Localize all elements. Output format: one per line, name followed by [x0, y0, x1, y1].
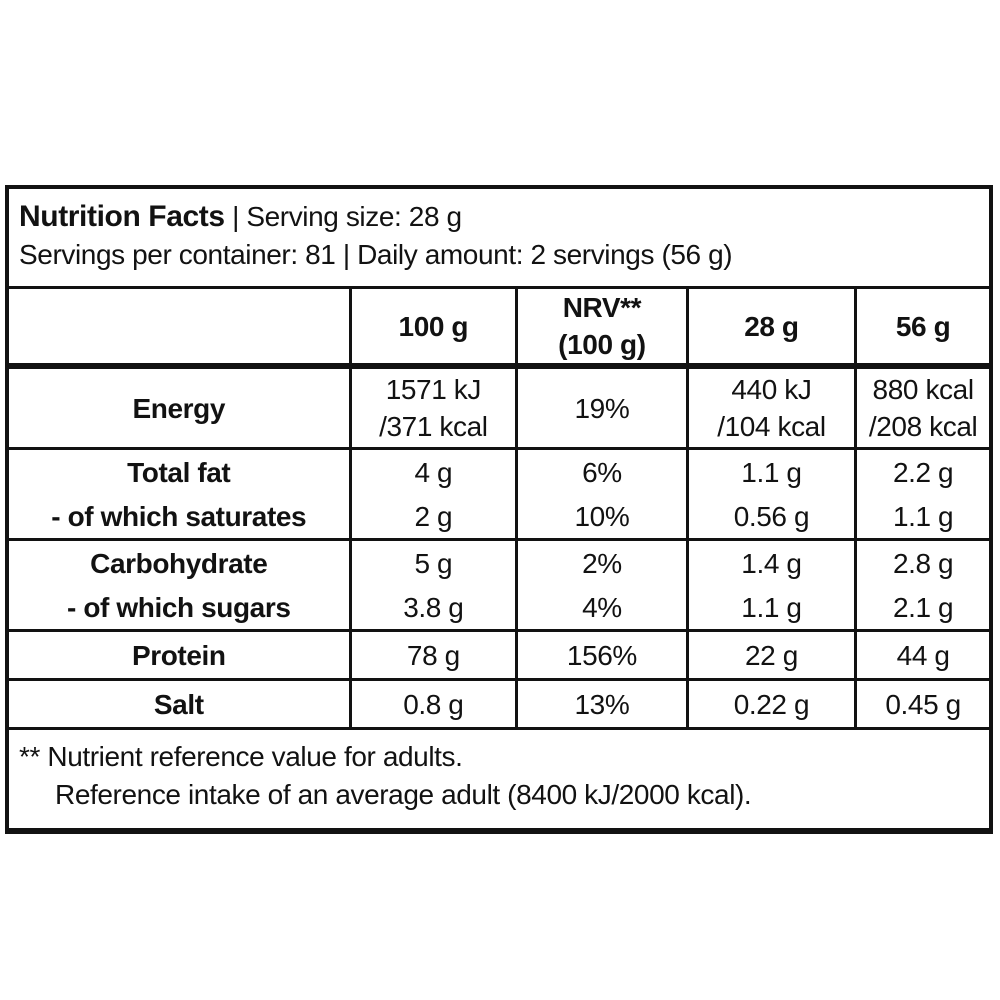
carbohydrate-label: Carbohydrate — [9, 538, 351, 585]
saturates-per-56g: 1.1 g — [854, 494, 989, 540]
total-fat-per-28g: 1.1 g — [685, 447, 856, 494]
column-header-row: 100 g NRV** (100 g) 28 g 56 g — [9, 289, 989, 369]
saturates-label: - of which saturates — [51, 500, 307, 532]
total-fat-label: Total fat — [9, 447, 351, 494]
col-header-nrv: NRV** (100 g) — [515, 289, 688, 369]
sugars-nrv: 4% — [515, 585, 688, 631]
total-fat-per-100g: 4 g — [348, 447, 517, 494]
label-footnotes: ** Nutrient reference value for adults. … — [9, 727, 989, 828]
total-fat-nrv: 6% — [515, 447, 688, 494]
salt-per-100g: 0.8 g — [348, 678, 517, 727]
row-salt: Salt 0.8 g 13% 0.22 g 0.45 g — [9, 678, 989, 727]
energy-nrv: 19% — [515, 366, 688, 449]
col-header-100g: 100 g — [348, 289, 517, 369]
carbohydrate-per-28g: 1.4 g — [685, 538, 856, 585]
energy-per-56g: 880 kcal /208 kcal — [854, 366, 989, 449]
nutrition-table: 100 g NRV** (100 g) 28 g 56 g Energy 157… — [9, 289, 989, 727]
protein-nrv: 156% — [515, 629, 688, 680]
total-fat-per-56g: 2.2 g — [854, 447, 989, 494]
col-header-56g: 56 g — [854, 289, 989, 369]
salt-per-28g: 0.22 g — [685, 678, 856, 727]
carbohydrate-per-100g: 5 g — [348, 538, 517, 585]
carbohydrate-per-56g: 2.8 g — [854, 538, 989, 585]
sugars-label: - of which sugars — [67, 591, 291, 623]
carbohydrate-nrv: 2% — [515, 538, 688, 585]
row-sugars: - of which sugars 3.8 g 4% 1.1 g 2.1 g — [9, 585, 989, 631]
energy-per-100g: 1571 kJ /371 kcal — [348, 366, 517, 449]
header-line-1: Nutrition Facts | Serving size: 28 g — [19, 198, 977, 236]
row-energy: Energy 1571 kJ /371 kcal 19% 440 kJ /104… — [9, 366, 989, 449]
protein-per-56g: 44 g — [854, 629, 989, 680]
sugars-per-100g: 3.8 g — [348, 585, 517, 631]
servings-per-container-line: Servings per container: 81 | Daily amoun… — [19, 239, 733, 270]
saturates-per-28g: 0.56 g — [685, 494, 856, 540]
energy-label: Energy — [132, 392, 226, 424]
sugars-per-28g: 1.1 g — [685, 585, 856, 631]
saturates-nrv: 10% — [515, 494, 688, 540]
protein-label: Protein — [9, 629, 351, 680]
footnote-line-2: Reference intake of an average adult (84… — [55, 779, 752, 810]
energy-per-28g: 440 kJ /104 kcal — [685, 366, 856, 449]
col-header-28g: 28 g — [685, 289, 856, 369]
serving-size-text: | Serving size: 28 g — [232, 201, 462, 232]
nutrition-label: Nutrition Facts | Serving size: 28 g Ser… — [5, 185, 993, 834]
row-carbohydrate: Carbohydrate 5 g 2% 1.4 g 2.8 g — [9, 538, 989, 585]
salt-nrv: 13% — [515, 678, 688, 727]
label-header: Nutrition Facts | Serving size: 28 g Ser… — [9, 189, 989, 289]
row-total-fat: Total fat 4 g 6% 1.1 g 2.2 g — [9, 447, 989, 494]
salt-label: Salt — [9, 678, 351, 727]
salt-per-56g: 0.45 g — [854, 678, 989, 727]
protein-per-28g: 22 g — [685, 629, 856, 680]
nutrition-facts-title: Nutrition Facts — [19, 200, 225, 233]
sugars-per-56g: 2.1 g — [854, 585, 989, 631]
footnote-line-1: ** Nutrient reference value for adults. — [19, 741, 463, 772]
saturates-per-100g: 2 g — [348, 494, 517, 540]
row-protein: Protein 78 g 156% 22 g 44 g — [9, 629, 989, 680]
protein-per-100g: 78 g — [348, 629, 517, 680]
row-saturates: - of which saturates 2 g 10% 0.56 g 1.1 … — [9, 494, 989, 540]
col-header-blank — [9, 289, 351, 369]
